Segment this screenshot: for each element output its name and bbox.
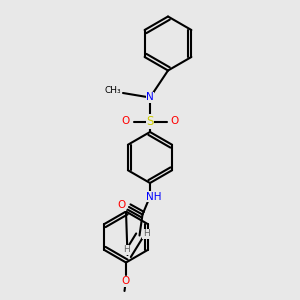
Text: CH₃: CH₃: [104, 86, 121, 95]
Text: O: O: [122, 116, 130, 127]
Text: H: H: [123, 245, 129, 254]
Text: S: S: [146, 115, 154, 128]
Text: O: O: [170, 116, 178, 127]
Text: N: N: [146, 92, 154, 103]
Text: NH: NH: [146, 191, 161, 202]
Text: O: O: [122, 276, 130, 286]
Text: H: H: [143, 230, 149, 238]
Text: O: O: [117, 200, 126, 210]
